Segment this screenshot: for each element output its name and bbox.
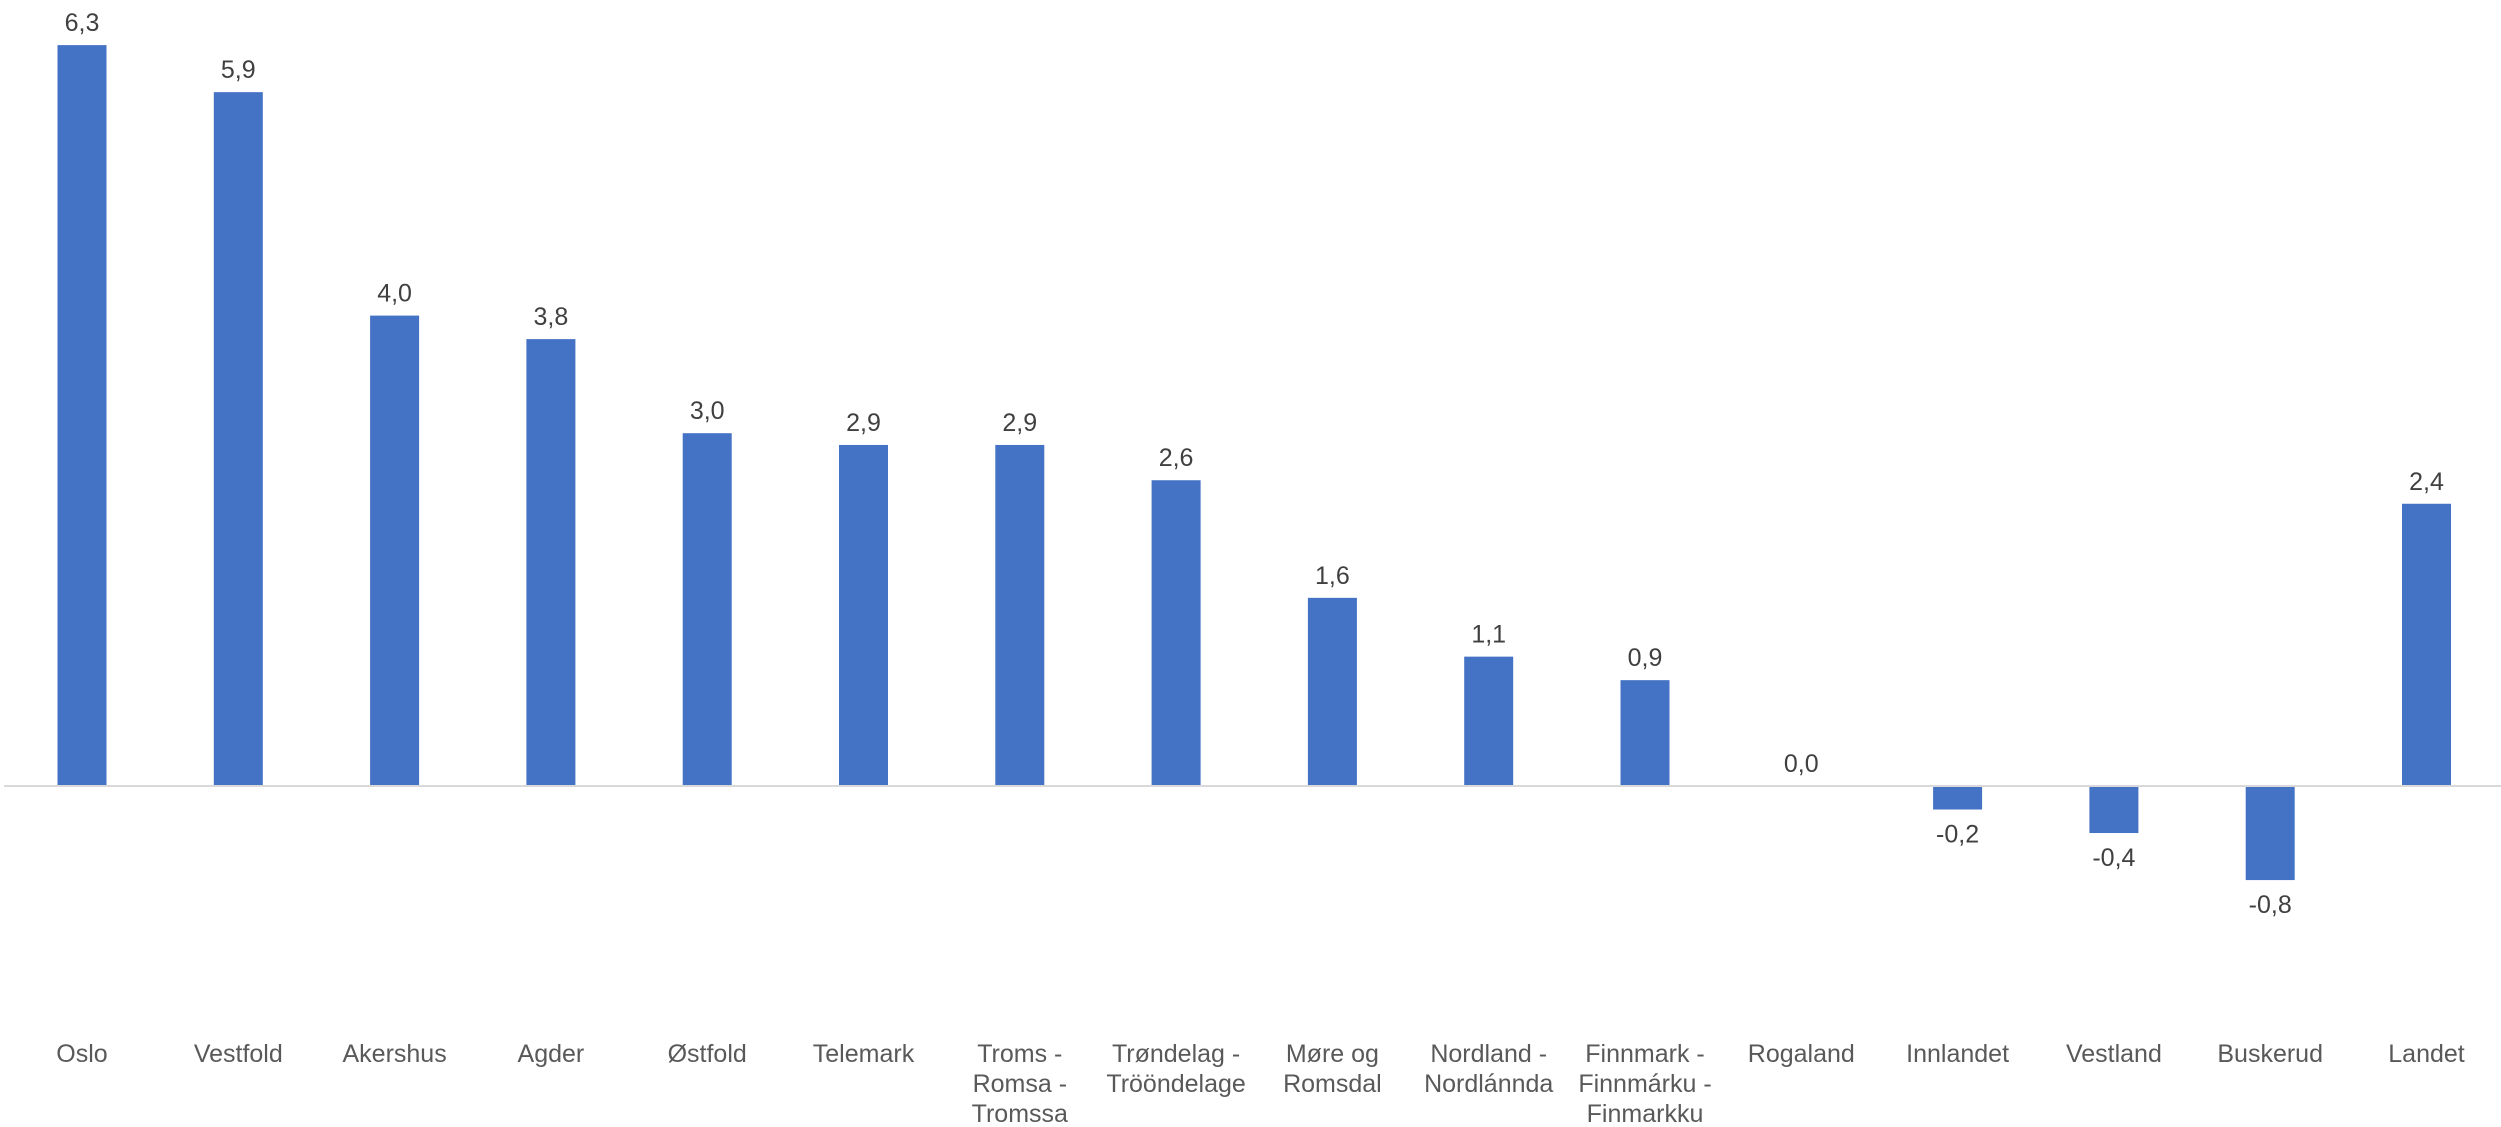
- category-label: Romsa -: [973, 1070, 1067, 1098]
- category-label: Tröönde­lage: [1106, 1070, 1245, 1098]
- bar: [1151, 480, 1201, 786]
- data-label: -0,4: [2092, 844, 2135, 872]
- bar: [370, 315, 420, 786]
- category-label: Finnmárku -: [1578, 1070, 1711, 1098]
- bar: [682, 433, 732, 786]
- category-label: Innlandet: [1906, 1040, 2009, 1068]
- data-labels-group: 6,3 5,9 4,0 3,8 3,0 2,9 2,9 2,6 1,6 1,1 0,9 0,0 -0,2…: [65, 9, 2444, 919]
- bar: [995, 444, 1045, 786]
- category-label: Agder: [518, 1040, 585, 1068]
- category-label: Tromssa: [972, 1100, 1068, 1127]
- category-label: Landet: [2388, 1040, 2465, 1068]
- category-labels-group: Oslo Vestfold Akershus Agder Østfold Telemark…: [56, 1040, 2464, 1127]
- bar: [526, 339, 576, 786]
- data-label: 2,6: [1159, 444, 1194, 472]
- category-label: Buskerud: [2217, 1040, 2323, 1068]
- category-label: Østfold: [668, 1040, 747, 1068]
- bar: [1307, 597, 1357, 786]
- data-label: 2,4: [2409, 468, 2444, 496]
- data-label: 0,0: [1784, 750, 1819, 778]
- data-label: 2,9: [846, 409, 881, 437]
- bar: [57, 45, 107, 787]
- category-label: Troms -: [977, 1040, 1062, 1068]
- bar: [2402, 503, 2451, 786]
- bar: [1933, 786, 1983, 810]
- bar: [2089, 786, 2139, 834]
- bar: [1464, 656, 1514, 786]
- data-label: -0,8: [2249, 891, 2292, 919]
- bar: [839, 444, 888, 786]
- bar: [1620, 680, 1670, 786]
- category-label: Nordland -: [1430, 1040, 1547, 1068]
- bars-group: [57, 45, 2451, 881]
- data-label: 4,0: [377, 280, 412, 308]
- data-label: 1,6: [1315, 562, 1350, 590]
- data-label: 2,9: [1002, 409, 1037, 437]
- data-label: 0,9: [1628, 644, 1663, 672]
- category-label: Telemark: [813, 1040, 915, 1068]
- data-label: 3,0: [690, 397, 725, 425]
- data-label: -0,2: [1936, 821, 1979, 849]
- bar: [2245, 786, 2295, 881]
- data-label: 6,3: [65, 9, 100, 37]
- category-label: Møre og: [1286, 1040, 1379, 1068]
- category-label: Finnmark -: [1585, 1040, 1704, 1068]
- data-label: 3,8: [534, 303, 569, 331]
- category-label: Rogaland: [1748, 1040, 1855, 1068]
- category-label: Akershus: [342, 1040, 446, 1068]
- category-label: Trøndelag -: [1112, 1040, 1240, 1068]
- category-label: Romsdal: [1283, 1070, 1382, 1098]
- data-label: 1,1: [1471, 621, 1506, 649]
- data-label: 5,9: [221, 56, 256, 84]
- category-label: Oslo: [56, 1040, 107, 1068]
- category-label: Nordlánnda: [1424, 1070, 1553, 1098]
- category-label: Vestland: [2066, 1040, 2162, 1068]
- bar: [213, 92, 263, 786]
- category-label: Vestfold: [194, 1040, 283, 1068]
- category-label: Finmarkku: [1587, 1100, 1704, 1127]
